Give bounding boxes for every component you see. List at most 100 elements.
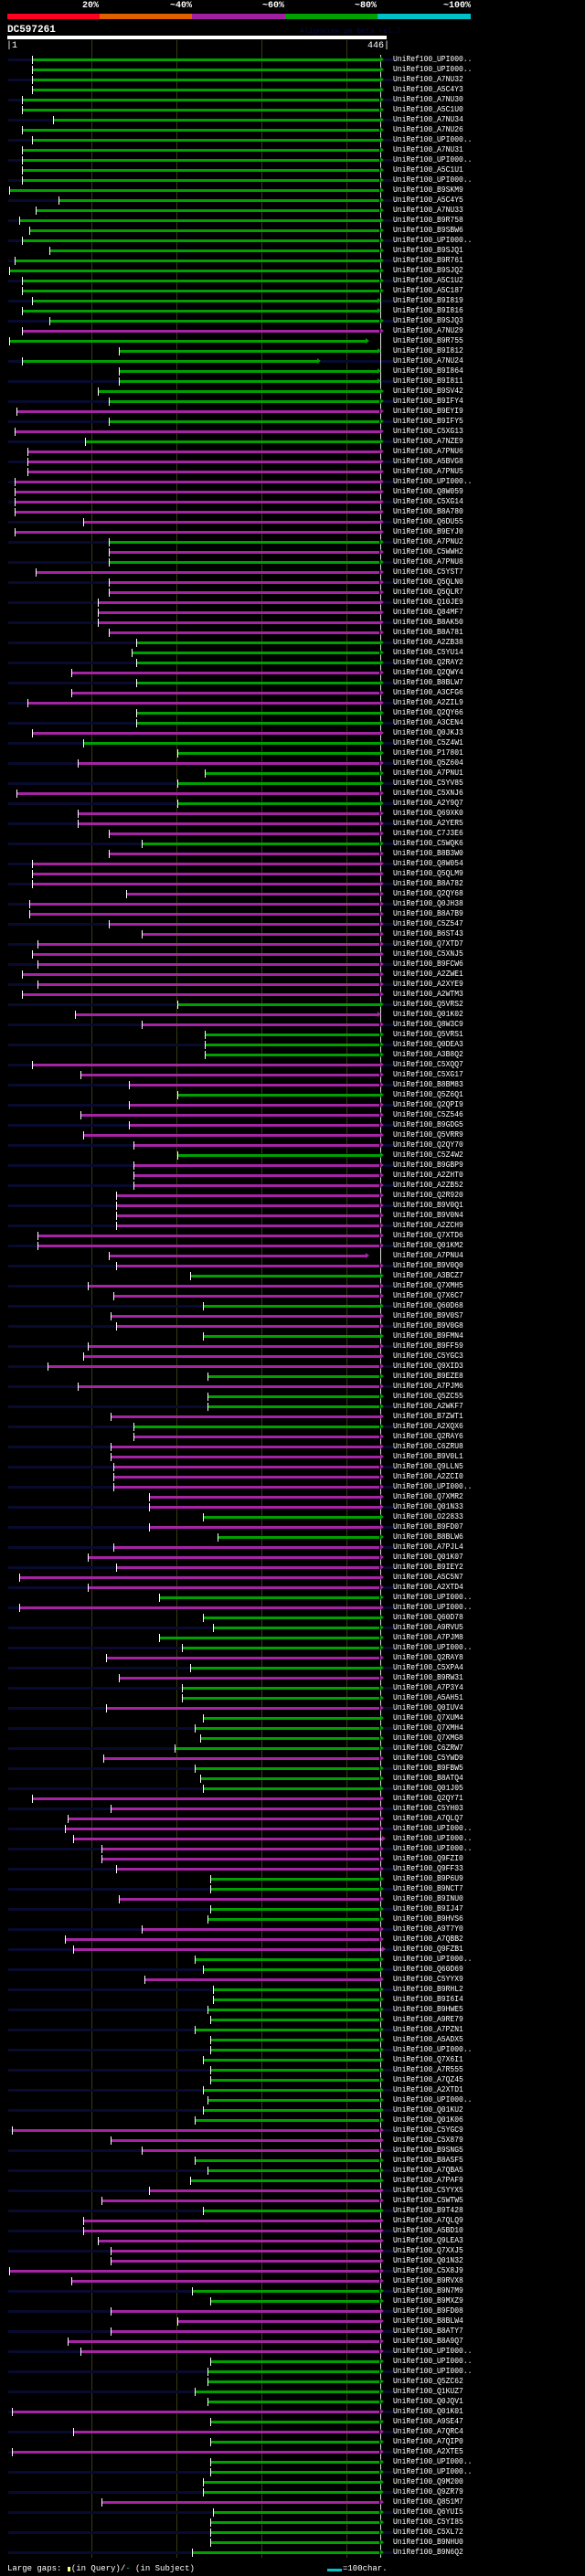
hit-label[interactable]: UniRef100_A5C4Y5 xyxy=(393,196,463,206)
hit-label[interactable]: UniRef100_B9SJQ3 xyxy=(393,316,463,326)
hit-row[interactable]: UniRef100_C5XL72 xyxy=(0,2528,585,2538)
hit-label[interactable]: UniRef100_UPI000.. xyxy=(393,2357,473,2367)
hit-label[interactable]: UniRef100_Q7X6I1 xyxy=(393,2055,463,2065)
hit-row[interactable]: UniRef100_A7PZN1 xyxy=(0,2025,585,2035)
hit-label[interactable]: UniRef100_A2ZB38 xyxy=(393,638,463,648)
hit-label[interactable]: UniRef100_Q5QLN0 xyxy=(393,578,463,588)
hit-label[interactable]: UniRef100_B9FMN4 xyxy=(393,1331,463,1341)
hit-row[interactable]: UniRef100_B9SJQ2 xyxy=(0,266,585,276)
hit-label[interactable]: UniRef100_B8A782 xyxy=(393,879,463,889)
hit-label[interactable]: UniRef100_B9SBW6 xyxy=(393,226,463,236)
hit-label[interactable]: UniRef100_B9SNG5 xyxy=(393,2146,463,2156)
hit-row[interactable]: UniRef100_B8A7B9 xyxy=(0,909,585,919)
hit-label[interactable]: UniRef100_Q8W054 xyxy=(393,859,463,869)
hit-label[interactable]: UniRef100_B9IJ47 xyxy=(393,1904,463,1914)
hit-row[interactable]: UniRef100_B8BM83 xyxy=(0,1080,585,1090)
hit-row[interactable]: UniRef100_A2WKF7 xyxy=(0,1402,585,1412)
hit-row[interactable]: UniRef100_Q9LEA3 xyxy=(0,2236,585,2246)
hit-row[interactable]: UniRef100_A2ZIL9 xyxy=(0,698,585,708)
hit-row[interactable]: UniRef100_B9FMN4 xyxy=(0,1331,585,1341)
hit-row[interactable]: UniRef100_A7QBB2 xyxy=(0,1935,585,1945)
hit-label[interactable]: UniRef100_B8ATY7 xyxy=(393,2327,463,2337)
hit-label[interactable]: UniRef100_UPI000.. xyxy=(393,1603,473,1613)
hit-row[interactable]: UniRef100_A9SE47 xyxy=(0,2417,585,2427)
hit-row[interactable]: UniRef100_A2ZCI0 xyxy=(0,1472,585,1482)
hit-label[interactable]: UniRef100_A2Y9Q7 xyxy=(393,799,463,809)
hit-label[interactable]: UniRef100_A7PNU6 xyxy=(393,447,463,457)
hit-row[interactable]: UniRef100_B9FBW5 xyxy=(0,1764,585,1774)
hit-row[interactable]: UniRef100_C5YH03 xyxy=(0,1804,585,1814)
hit-row[interactable]: UniRef100_A7NU33 xyxy=(0,206,585,216)
hit-label[interactable]: UniRef100_Q9LLN5 xyxy=(393,1462,463,1472)
hit-row[interactable]: UniRef100_B9N7M9 xyxy=(0,2286,585,2296)
hit-label[interactable]: UniRef100_Q01K01 xyxy=(393,2407,463,2417)
hit-row[interactable]: UniRef100_A2ZWE1 xyxy=(0,970,585,980)
hit-label[interactable]: UniRef100_Q6DU55 xyxy=(393,517,463,527)
hit-label[interactable]: UniRef100_A5C5N7 xyxy=(393,1573,463,1583)
hit-row[interactable]: UniRef100_UPI000.. xyxy=(0,1643,585,1653)
hit-row[interactable]: UniRef100_C5YGC9 xyxy=(0,2125,585,2136)
hit-row[interactable]: UniRef100_UPI000.. xyxy=(0,1824,585,1834)
hit-label[interactable]: UniRef100_B9I864 xyxy=(393,366,463,376)
hit-row[interactable]: UniRef100_B9RHL2 xyxy=(0,1985,585,1995)
hit-row[interactable]: UniRef100_Q5QLN0 xyxy=(0,578,585,588)
hit-row[interactable]: UniRef100_UPI000.. xyxy=(0,1603,585,1613)
hit-label[interactable]: UniRef100_A7PJM6 xyxy=(393,1382,463,1392)
hit-label[interactable]: UniRef100_UPI000.. xyxy=(393,477,473,487)
hit-label[interactable]: UniRef100_C5XG17 xyxy=(393,1070,463,1080)
hit-row[interactable]: UniRef100_A7NU34 xyxy=(0,115,585,125)
hit-row[interactable]: UniRef100_Q5ZC55 xyxy=(0,1392,585,1402)
hit-row[interactable]: UniRef100_Q60D69 xyxy=(0,1965,585,1975)
hit-label[interactable]: UniRef100_C5Z4W1 xyxy=(393,738,463,748)
hit-row[interactable]: UniRef100_A7PJM8 xyxy=(0,1633,585,1643)
hit-row[interactable]: UniRef100_B8BLW4 xyxy=(0,2316,585,2327)
hit-label[interactable]: UniRef100_B9HVS6 xyxy=(393,1914,463,1924)
hit-row[interactable]: UniRef100_A3CEN4 xyxy=(0,718,585,728)
hit-row[interactable]: UniRef100_Q5ZC62 xyxy=(0,2377,585,2387)
hit-label[interactable]: UniRef100_Q5ZC55 xyxy=(393,1392,463,1402)
hit-label[interactable]: UniRef100_B8A9Q7 xyxy=(393,2337,463,2347)
hit-row[interactable]: UniRef100_C5YV85 xyxy=(0,779,585,789)
hit-row[interactable]: UniRef100_C6ZRU8 xyxy=(0,1442,585,1452)
hit-row[interactable]: UniRef100_Q0DEA3 xyxy=(0,1040,585,1050)
hit-label[interactable]: UniRef100_UPI000.. xyxy=(393,2347,473,2357)
hit-label[interactable]: UniRef100_C5XNJ6 xyxy=(393,789,463,799)
hit-row[interactable]: UniRef100_A9T7Y0 xyxy=(0,1924,585,1935)
hit-row[interactable]: UniRef100_B9EZE8 xyxy=(0,1372,585,1382)
hit-label[interactable]: UniRef100_B9I819 xyxy=(393,296,463,306)
hit-label[interactable]: UniRef100_C5YYX9 xyxy=(393,1975,463,1985)
hit-row[interactable]: UniRef100_C5X8J9 xyxy=(0,2266,585,2276)
hit-label[interactable]: UniRef100_B8AK50 xyxy=(393,618,463,628)
hit-label[interactable]: UniRef100_A7NU30 xyxy=(393,95,463,105)
hit-label[interactable]: UniRef100_Q2RAY8 xyxy=(393,1653,463,1663)
hit-label[interactable]: UniRef100_C5YST7 xyxy=(393,567,463,578)
hit-label[interactable]: UniRef100_Q9XID3 xyxy=(393,1362,463,1372)
hit-label[interactable]: UniRef100_C5Z4W2 xyxy=(393,1150,463,1161)
hit-label[interactable]: UniRef100_C6ZRW7 xyxy=(393,1744,463,1754)
hit-label[interactable]: UniRef100_C5X8J9 xyxy=(393,2266,463,2276)
hit-row[interactable]: UniRef100_A3BCZ7 xyxy=(0,1271,585,1281)
hit-row[interactable]: UniRef100_Q2QY70 xyxy=(0,1140,585,1150)
hit-label[interactable]: UniRef100_B9IEY2 xyxy=(393,1563,463,1573)
hit-row[interactable]: UniRef100_B9V0Q1 xyxy=(0,1201,585,1211)
hit-label[interactable]: UniRef100_A5ADX5 xyxy=(393,2035,463,2045)
hit-row[interactable]: UniRef100_C5YYX5 xyxy=(0,2186,585,2196)
hit-row[interactable]: UniRef100_UPI000.. xyxy=(0,477,585,487)
hit-label[interactable]: UniRef100_A7PNU4 xyxy=(393,1251,463,1261)
hit-label[interactable]: UniRef100_B6ST43 xyxy=(393,929,463,939)
hit-row[interactable]: UniRef100_A5C4Y5 xyxy=(0,196,585,206)
hit-label[interactable]: UniRef100_UPI000.. xyxy=(393,2045,473,2055)
hit-label[interactable]: UniRef100_A5C1U1 xyxy=(393,165,463,175)
hit-row[interactable]: UniRef100_B9EYI9 xyxy=(0,407,585,417)
hit-row[interactable]: UniRef100_A5C1U2 xyxy=(0,276,585,286)
hit-label[interactable]: UniRef100_B9EZE8 xyxy=(393,1372,463,1382)
hit-label[interactable]: UniRef100_A2XTD4 xyxy=(393,1583,463,1593)
hit-row[interactable]: UniRef100_UPI000.. xyxy=(0,1482,585,1492)
hit-row[interactable]: UniRef100_Q9FZI0 xyxy=(0,1854,585,1864)
hit-row[interactable]: UniRef100_A7QLQ7 xyxy=(0,1814,585,1824)
hit-row[interactable]: UniRef100_Q01K06 xyxy=(0,2115,585,2125)
hit-row[interactable]: UniRef100_Q2QY66 xyxy=(0,708,585,718)
hit-label[interactable]: UniRef100_Q5QLM9 xyxy=(393,869,463,879)
hit-row[interactable]: UniRef100_UPI000.. xyxy=(0,1844,585,1854)
hit-label[interactable]: UniRef100_A7QRC4 xyxy=(393,2427,463,2437)
